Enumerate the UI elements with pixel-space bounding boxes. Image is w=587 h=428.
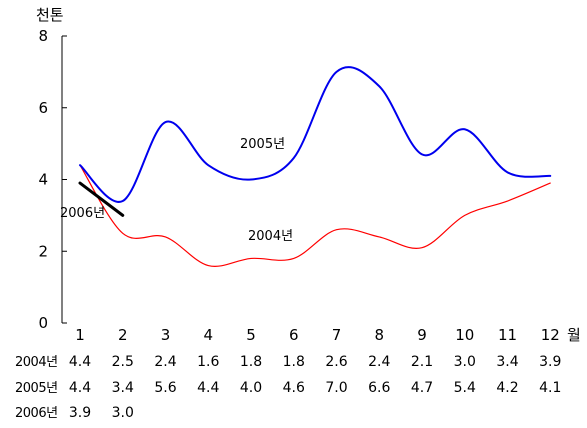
table-cell: 2.6 bbox=[325, 354, 347, 370]
table-row-label: 2005년 bbox=[15, 381, 58, 396]
table-cell: 2.5 bbox=[112, 354, 134, 370]
table-cell: 3.4 bbox=[496, 354, 518, 370]
table-cell: 3.4 bbox=[112, 380, 134, 396]
y-axis-unit: 천톤 bbox=[36, 6, 64, 24]
x-tick-label: 3 bbox=[161, 326, 171, 344]
series-line-2004년 bbox=[79, 164, 551, 267]
x-tick-label: 2 bbox=[118, 326, 128, 344]
y-tick-label: 6 bbox=[38, 99, 48, 117]
table-cell: 1.6 bbox=[197, 354, 219, 370]
table-cell: 4.0 bbox=[240, 380, 262, 396]
series-label: 2006년 bbox=[60, 206, 105, 221]
table-cell: 3.0 bbox=[112, 405, 134, 421]
x-tick-label: 5 bbox=[246, 326, 256, 344]
series-label: 2005년 bbox=[240, 137, 285, 152]
series-label: 2004년 bbox=[248, 229, 293, 244]
table-cell: 4.2 bbox=[496, 380, 518, 396]
x-axis-unit: 월 bbox=[567, 326, 581, 344]
series-line-2005년 bbox=[79, 66, 552, 203]
series-labels: 2004년 2005년 2006년 bbox=[60, 137, 293, 244]
table-cell: 4.4 bbox=[69, 354, 91, 370]
table-cell: 3.9 bbox=[69, 405, 91, 421]
table-row-label: 2006년 bbox=[15, 406, 58, 421]
x-tick-label: 1 bbox=[75, 326, 85, 344]
series-line-2006년 bbox=[78, 181, 125, 217]
table-cell: 4.7 bbox=[411, 380, 433, 396]
table-cell: 4.4 bbox=[197, 380, 219, 396]
table-row-label: 2004년 bbox=[15, 355, 58, 370]
y-tick-label: 4 bbox=[38, 171, 48, 189]
y-tick-label: 0 bbox=[38, 314, 48, 332]
x-tick-label: 7 bbox=[332, 326, 342, 344]
x-tick-label: 6 bbox=[289, 326, 299, 344]
table-cell: 2.4 bbox=[368, 354, 390, 370]
table-cell: 6.6 bbox=[368, 380, 390, 396]
y-tick-label: 2 bbox=[38, 242, 48, 260]
x-tick-label: 11 bbox=[498, 326, 517, 344]
table-cell: 4.6 bbox=[283, 380, 305, 396]
table-cell: 4.1 bbox=[539, 380, 561, 396]
table-cell: 2.1 bbox=[411, 354, 433, 370]
table-cell: 7.0 bbox=[325, 380, 347, 396]
x-tick-label: 4 bbox=[203, 326, 213, 344]
x-tick-label: 8 bbox=[374, 326, 384, 344]
series-lines bbox=[78, 66, 552, 267]
x-tick-label: 10 bbox=[455, 326, 474, 344]
table-cell: 4.4 bbox=[69, 380, 91, 396]
table-cell: 1.8 bbox=[283, 354, 305, 370]
data-table: 2004년 4.4 2.5 2.4 1.6 1.8 1.8 2.6 2.4 2.1 3.0 3.4 3.… bbox=[15, 354, 561, 421]
x-tick-label: 12 bbox=[541, 326, 560, 344]
table-cell: 3.9 bbox=[539, 354, 561, 370]
table-cell: 5.6 bbox=[154, 380, 176, 396]
table-cell: 3.0 bbox=[454, 354, 476, 370]
x-tick-label: 9 bbox=[417, 326, 427, 344]
y-tick-label: 8 bbox=[38, 27, 48, 45]
table-cell: 1.8 bbox=[240, 354, 262, 370]
table-cell: 2.4 bbox=[154, 354, 176, 370]
table-cell: 5.4 bbox=[454, 380, 476, 396]
